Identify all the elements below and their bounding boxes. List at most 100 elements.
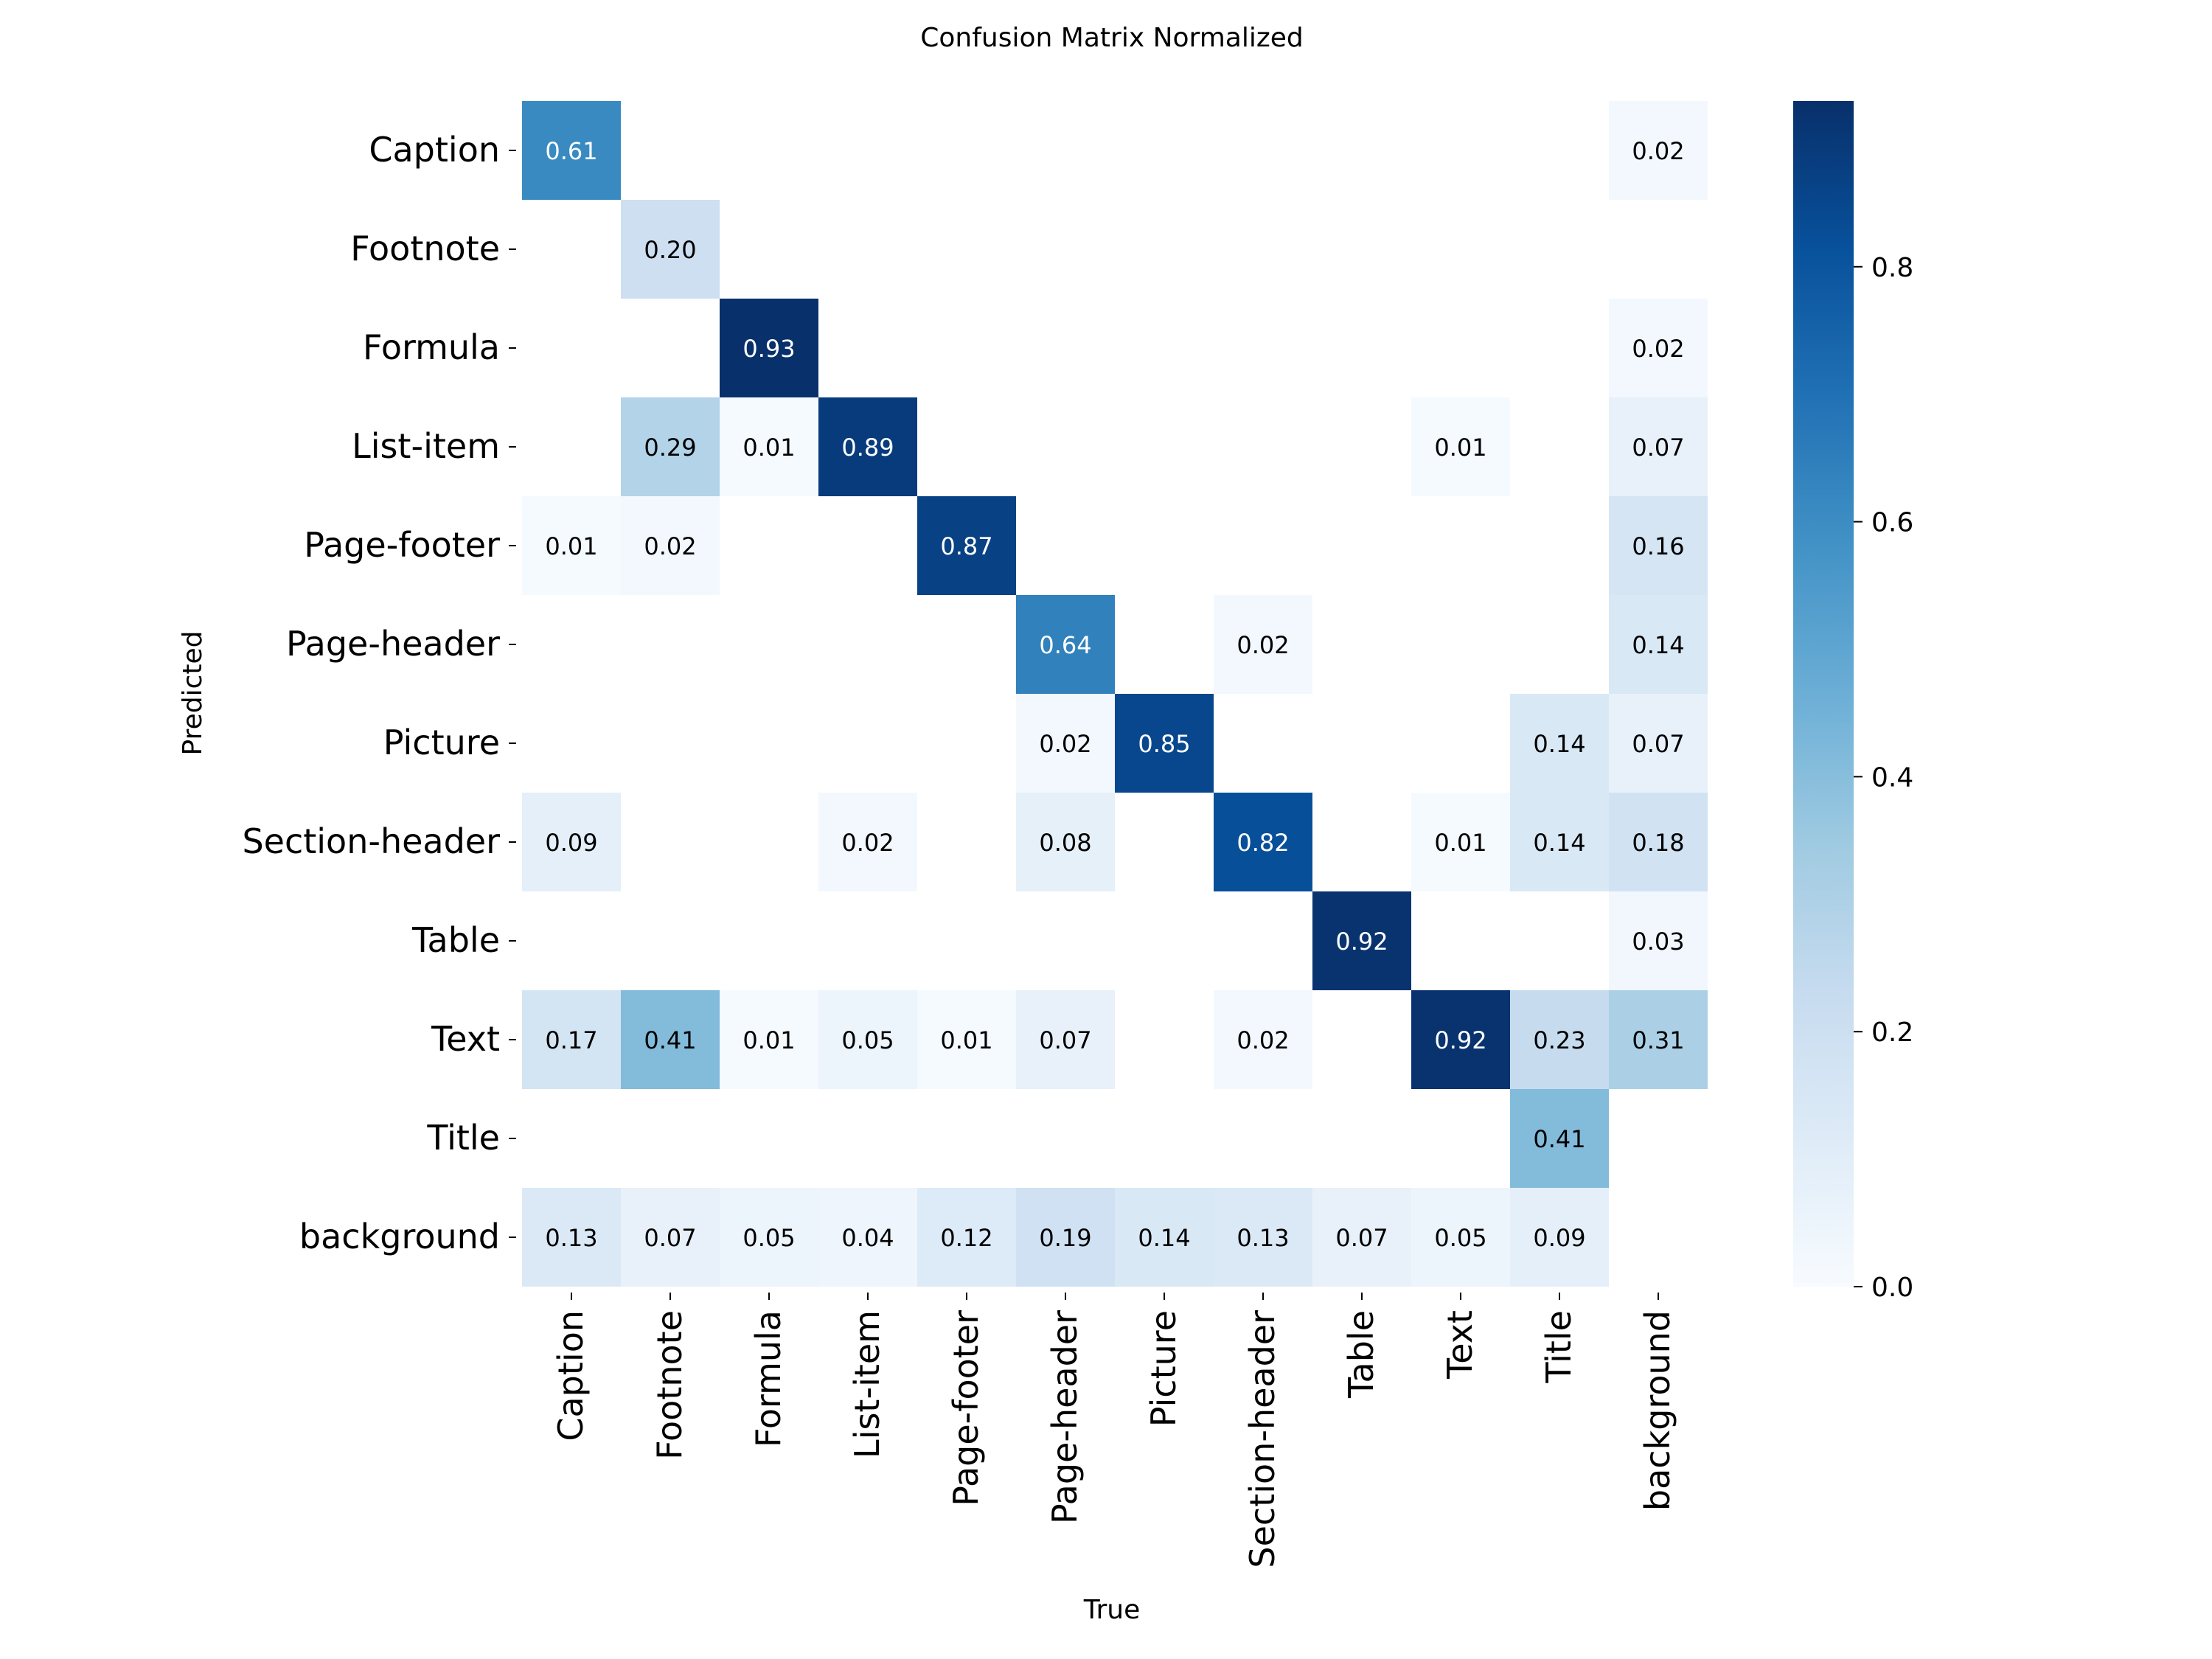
heatmap-cell <box>720 299 818 397</box>
cell-value-label: 0.09 <box>1533 1224 1585 1252</box>
cell-value-label: 0.05 <box>742 1224 795 1252</box>
y-tick-label: background <box>299 1217 500 1256</box>
heatmap-cell <box>1510 694 1609 793</box>
heatmap-cell <box>1609 496 1708 595</box>
heatmap-cell <box>1016 595 1115 694</box>
cell-value-label: 0.02 <box>1632 137 1684 165</box>
cell-value-label: 0.07 <box>1039 1026 1091 1054</box>
heatmap-cell <box>1115 694 1214 793</box>
cell-value-label: 0.82 <box>1237 829 1289 857</box>
cell-value-label: 0.18 <box>1632 829 1684 857</box>
cell-value-label: 0.02 <box>1237 631 1289 659</box>
cell-value-label: 0.14 <box>1533 829 1585 857</box>
heatmap-cell <box>1510 793 1609 891</box>
cell-value-label: 0.17 <box>545 1026 597 1054</box>
y-tick-label: Section-header <box>242 821 500 861</box>
heatmap-cell <box>1312 1188 1411 1287</box>
cell-value-label: 0.07 <box>1632 434 1684 462</box>
cell-value-label: 0.13 <box>545 1224 597 1252</box>
cell-value-label: 0.03 <box>1632 928 1684 956</box>
heatmap-cell <box>1510 990 1609 1089</box>
x-tick-label: Text <box>1440 1310 1480 1380</box>
heatmap-cell <box>1609 397 1708 496</box>
heatmap-cell <box>1609 891 1708 990</box>
cell-value-label: 0.05 <box>841 1026 894 1054</box>
heatmap-cell <box>917 1188 1016 1287</box>
cell-value-label: 0.89 <box>841 434 894 462</box>
heatmap-cell <box>522 496 621 595</box>
x-tick-label: Formula <box>748 1310 788 1447</box>
cell-value-label: 0.01 <box>1434 829 1486 857</box>
cell-value-label: 0.19 <box>1039 1224 1091 1252</box>
cell-value-label: 0.14 <box>1533 730 1585 758</box>
colorbar-tick-label: 0.2 <box>1871 1018 1913 1048</box>
x-tick-label: Footnote <box>650 1310 689 1460</box>
colorbar-gradient <box>1793 101 1854 1287</box>
y-tick-label: Page-footer <box>304 525 500 565</box>
colorbar-tick-label: 0.0 <box>1871 1273 1913 1303</box>
colorbar-tick-label: 0.6 <box>1871 508 1913 538</box>
y-tick-label: List-item <box>352 426 500 466</box>
heatmap-cell <box>1510 1089 1609 1188</box>
heatmap-cell <box>1016 990 1115 1089</box>
cell-value-label: 0.20 <box>644 236 696 264</box>
heatmap-cell <box>621 496 720 595</box>
heatmap-cell <box>1016 694 1115 793</box>
cell-value-label: 0.08 <box>1039 829 1091 857</box>
heatmap-cell <box>917 496 1016 595</box>
cell-value-label: 0.07 <box>1335 1224 1388 1252</box>
heatmap-cell <box>1609 299 1708 397</box>
heatmap-cell <box>720 990 818 1089</box>
heatmap-cell <box>621 200 720 299</box>
cell-value-label: 0.12 <box>940 1224 992 1252</box>
colorbar-tick-label: 0.4 <box>1871 762 1913 793</box>
cell-value-label: 0.64 <box>1039 631 1091 659</box>
y-tick-label: Caption <box>369 130 500 170</box>
heatmap-cell <box>917 990 1016 1089</box>
chart-title: Confusion Matrix Normalized <box>920 23 1303 53</box>
y-tick-label: Footnote <box>350 229 500 268</box>
x-tick-label: Picture <box>1144 1310 1183 1427</box>
cell-value-label: 0.09 <box>545 829 597 857</box>
cell-value-label: 0.31 <box>1632 1026 1684 1054</box>
x-tick-label: Table <box>1341 1310 1381 1399</box>
cell-value-label: 0.85 <box>1138 730 1190 758</box>
heatmap-cell <box>1609 793 1708 891</box>
cell-value-label: 0.04 <box>841 1224 894 1252</box>
heatmap-cell <box>818 990 917 1089</box>
cell-value-label: 0.23 <box>1533 1026 1585 1054</box>
cell-value-label: 0.92 <box>1335 928 1388 956</box>
cell-value-label: 0.93 <box>742 335 795 363</box>
heatmap-cell <box>818 1188 917 1287</box>
colorbar: 0.0 0.2 0.4 0.6 0.8 <box>1793 101 1913 1303</box>
cell-value-label: 0.01 <box>742 434 795 462</box>
x-tick-label: Caption <box>551 1310 591 1441</box>
y-tick-label: Text <box>431 1019 500 1059</box>
cell-value-label: 0.29 <box>644 434 696 462</box>
cell-value-label: 0.07 <box>644 1224 696 1252</box>
y-axis: Caption Footnote Formula List-item Page-foot… <box>242 130 516 1256</box>
cell-value-label: 0.87 <box>940 532 992 560</box>
heatmap-cell <box>621 990 720 1089</box>
x-tick-label: List-item <box>847 1310 887 1458</box>
heatmap-cell <box>522 793 621 891</box>
heatmap-cell-labels: 0.61 0.02 0.20 0.93 0.02 0.29 0.01 0.89 0.01 0.07… <box>545 137 1684 1252</box>
y-tick-label: Title <box>426 1118 500 1158</box>
x-axis: Caption Footnote Formula List-item Page-foot… <box>551 1293 1677 1568</box>
x-tick-label: Page-header <box>1045 1310 1085 1524</box>
heatmap-cell <box>1016 1188 1115 1287</box>
x-tick-label: Page-footer <box>946 1310 986 1506</box>
heatmap-cell <box>1411 990 1510 1089</box>
cell-value-label: 0.02 <box>1039 730 1091 758</box>
cell-value-label: 0.41 <box>1533 1125 1585 1153</box>
cell-value-label: 0.01 <box>940 1026 992 1054</box>
heatmap-cell <box>522 990 621 1089</box>
heatmap-cell <box>1016 793 1115 891</box>
heatmap-cell <box>1115 1188 1214 1287</box>
heatmap-cell <box>1609 990 1708 1089</box>
cell-value-label: 0.02 <box>644 532 696 560</box>
heatmap-cell <box>818 397 917 496</box>
heatmap-cell <box>1609 101 1708 200</box>
heatmap-cell <box>1214 1188 1312 1287</box>
